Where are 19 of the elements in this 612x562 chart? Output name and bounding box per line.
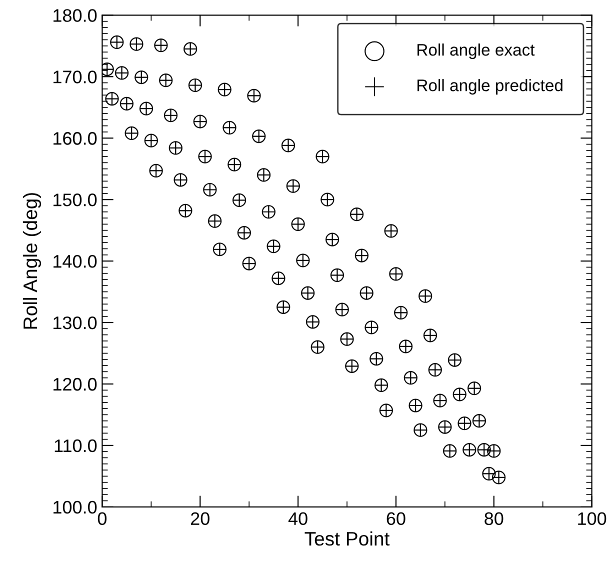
y-tick-label: 140.0 (54, 254, 97, 268)
y-tick-label: 130.0 (54, 316, 97, 330)
x-axis-title: Test Point (304, 531, 390, 546)
x-tick-label: 80 (484, 512, 504, 526)
x-tick-label: 40 (288, 512, 308, 526)
y-tick-label: 110.0 (54, 439, 97, 452)
y-tick-label: 170.0 (54, 70, 97, 84)
x-tick-label: 0 (98, 512, 107, 526)
y-axis-title: Roll Angle (deg) (22, 193, 42, 329)
y-tick-label: 100.0 (54, 500, 97, 514)
y-tick-label: 160.0 (54, 132, 97, 145)
y-tick-label: 180.0 (54, 9, 97, 22)
y-tick-label: 120.0 (54, 378, 97, 391)
legend-label: Roll angle exact (418, 44, 535, 60)
x-tick-label: 60 (386, 512, 406, 526)
x-tick-label: 20 (190, 512, 210, 526)
x-tick-label: 100 (578, 512, 606, 526)
legend-label: Roll angle predicted (418, 79, 562, 95)
y-tick-label: 150.0 (54, 194, 97, 206)
